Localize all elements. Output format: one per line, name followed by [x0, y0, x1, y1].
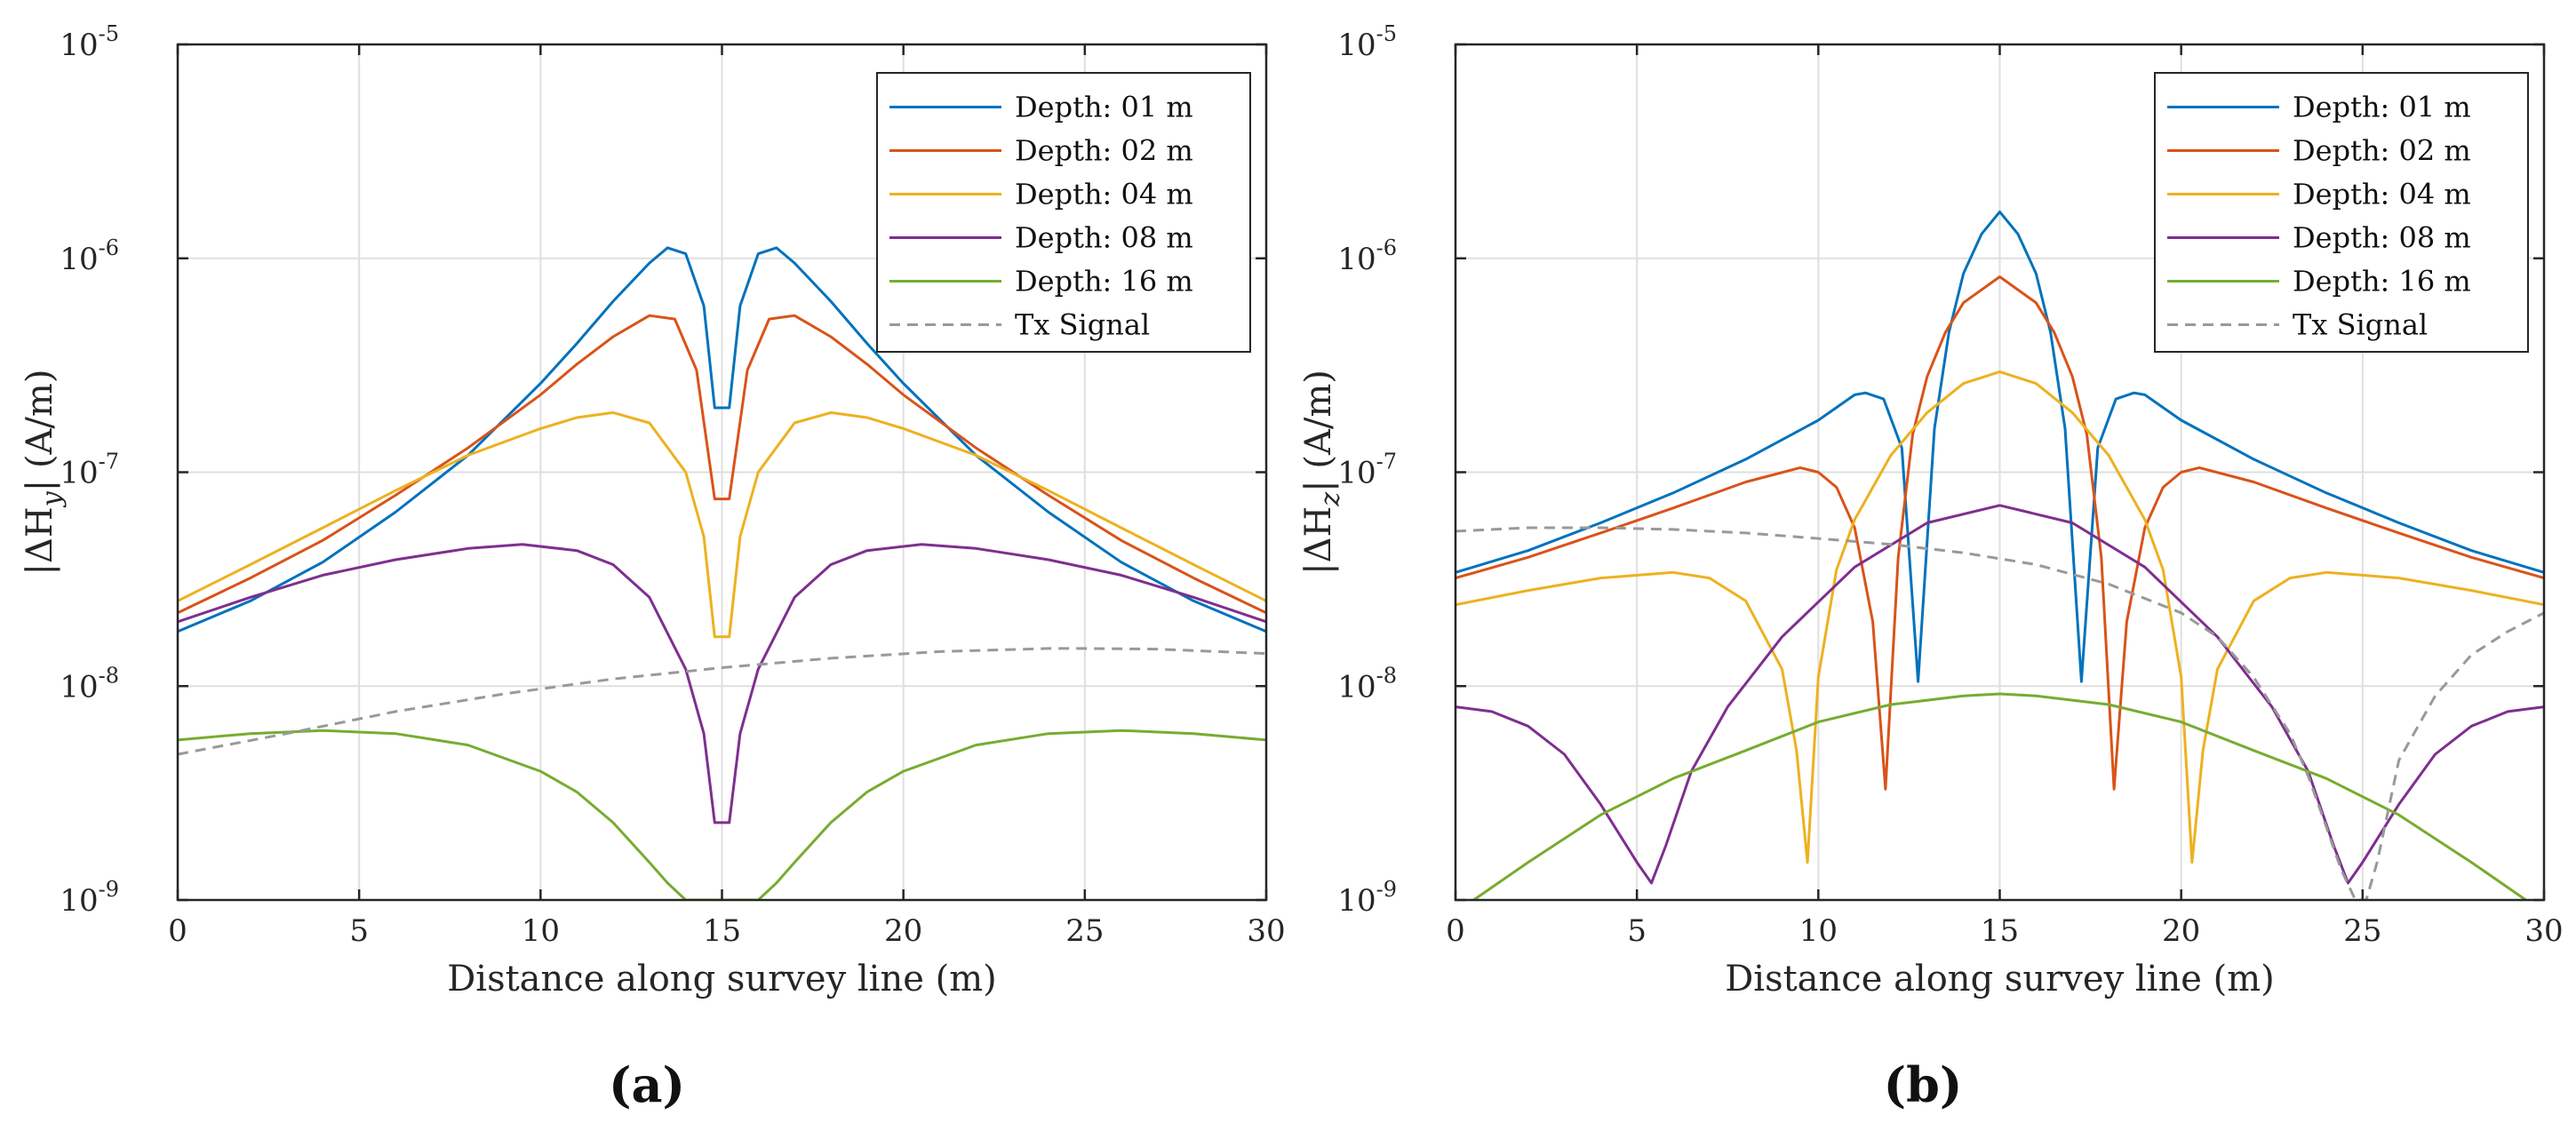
- y-axis-label-subscript: z: [1315, 492, 1346, 507]
- x-tick-label: 0: [1446, 913, 1465, 949]
- y-axis-label: |ΔHz| (A/m): [1298, 370, 1346, 575]
- legend-entry: Depth: 16 m: [2293, 265, 2471, 299]
- panel-label: (a): [609, 1056, 685, 1113]
- y-axis-label: |ΔHy| (A/m): [20, 370, 68, 576]
- legend-box: [2154, 72, 2529, 353]
- y-tick-label: 10-9: [1337, 877, 1397, 919]
- series-line-depth-08-m: [178, 543, 1266, 824]
- panel-label: (b): [1884, 1056, 1963, 1113]
- series-line-depth-04-m: [1455, 370, 2544, 864]
- y-axis-label-main: |ΔH: [1298, 506, 1339, 575]
- y-tick-base: 10: [60, 456, 98, 491]
- series-line-depth-01-m: [178, 246, 1266, 633]
- y-tick-exponent: -5: [1376, 21, 1397, 46]
- x-axis-label: Distance along survey line (m): [1725, 959, 2275, 1000]
- y-tick-base: 10: [1337, 242, 1376, 277]
- legend: Depth: 01 m Depth: 02 m Depth: 04 m Depth: …: [876, 72, 1251, 353]
- y-tick-exponent: -8: [99, 663, 119, 688]
- y-tick-base: 10: [1337, 28, 1376, 63]
- series-line-depth-01-m: [1455, 210, 2544, 683]
- legend-entry: Depth: 08 m: [2293, 221, 2471, 255]
- y-tick-base: 10: [1337, 456, 1376, 491]
- legend-entry: Depth: 01 m: [1015, 91, 1193, 124]
- y-tick-exponent: -9: [1376, 877, 1397, 902]
- y-tick-exponent: -9: [99, 877, 119, 902]
- chart-panel-b: 0 5 10 15 20 25 3010-910-810-710-610-5Distance…: [1298, 21, 2564, 1113]
- x-tick-label: 30: [1247, 913, 1285, 949]
- y-tick-base: 10: [60, 28, 98, 63]
- y-tick-base: 10: [60, 669, 98, 705]
- y-tick-label: 10-8: [60, 663, 119, 705]
- y-tick-label: 10-6: [60, 235, 119, 277]
- y-tick-label: 10-8: [1337, 663, 1397, 705]
- y-tick-label: 10-7: [1337, 450, 1397, 491]
- series-line-depth-16-m: [1472, 692, 2527, 900]
- series-line-depth-02-m: [178, 314, 1266, 615]
- x-tick-label: 30: [2524, 913, 2563, 949]
- y-tick-base: 10: [1337, 669, 1376, 705]
- x-tick-label: 0: [168, 913, 187, 949]
- legend-entry: Tx Signal: [2293, 308, 2428, 342]
- series-line-depth-16-m: [178, 729, 1266, 900]
- y-tick-label: 10-6: [1337, 235, 1397, 277]
- y-tick-exponent: -6: [1376, 235, 1397, 260]
- series-line-depth-02-m: [1455, 275, 2544, 791]
- legend-entry: Depth: 16 m: [1015, 265, 1193, 299]
- legend-box: [876, 72, 1251, 353]
- y-axis-label-unit: | (A/m): [20, 370, 60, 492]
- x-tick-label: 10: [1799, 913, 1838, 949]
- series-line-depth-04-m: [178, 410, 1266, 639]
- legend-entry: Depth: 08 m: [1015, 221, 1193, 255]
- x-tick-label: 15: [703, 913, 741, 949]
- x-tick-label: 20: [884, 913, 922, 949]
- chart-panel-a: 0 5 10 15 20 25 3010-910-810-710-610-5Distance…: [20, 21, 1286, 1113]
- legend-entry: Depth: 01 m: [2293, 91, 2471, 124]
- y-tick-exponent: -8: [1376, 663, 1397, 688]
- legend-entry: Depth: 04 m: [1015, 178, 1193, 211]
- y-tick-label: 10-5: [1337, 21, 1397, 63]
- series-group: [178, 246, 1266, 900]
- y-axis-label-subscript: y: [36, 490, 68, 508]
- x-tick-label: 10: [522, 913, 560, 949]
- x-axis-label: Distance along survey line (m): [447, 959, 997, 1000]
- y-tick-label: 10-7: [60, 450, 119, 491]
- y-tick-exponent: -5: [99, 21, 119, 46]
- series-group: [1455, 210, 2544, 900]
- y-tick-label: 10-5: [60, 21, 119, 63]
- x-tick-label: 25: [2343, 913, 2381, 949]
- y-tick-base: 10: [60, 242, 98, 277]
- series-line-tx-signal: [1455, 526, 2544, 900]
- legend-entry: Tx Signal: [1015, 308, 1150, 342]
- x-tick-label: 15: [1981, 913, 2019, 949]
- legend-entry: Depth: 04 m: [2293, 178, 2471, 211]
- y-tick-base: 10: [60, 883, 98, 919]
- legend: Depth: 01 m Depth: 02 m Depth: 04 m Depth: …: [2154, 72, 2529, 353]
- y-tick-exponent: -7: [99, 450, 119, 474]
- x-tick-label: 5: [1627, 913, 1647, 949]
- y-tick-label: 10-9: [60, 877, 119, 919]
- legend-entry: Depth: 02 m: [1015, 134, 1193, 168]
- y-axis-label-main: |ΔH: [20, 506, 60, 575]
- series-line-depth-08-m: [1455, 504, 2544, 885]
- y-tick-exponent: -7: [1376, 450, 1397, 474]
- y-tick-base: 10: [1337, 883, 1376, 919]
- legend-entry: Depth: 02 m: [2293, 134, 2471, 168]
- y-tick-exponent: -6: [99, 235, 119, 260]
- y-axis-label-unit: | (A/m): [1298, 370, 1339, 492]
- x-tick-label: 25: [1065, 913, 1104, 949]
- series-line-tx-signal: [178, 647, 1266, 756]
- x-tick-label: 5: [349, 913, 369, 949]
- x-tick-label: 20: [2162, 913, 2200, 949]
